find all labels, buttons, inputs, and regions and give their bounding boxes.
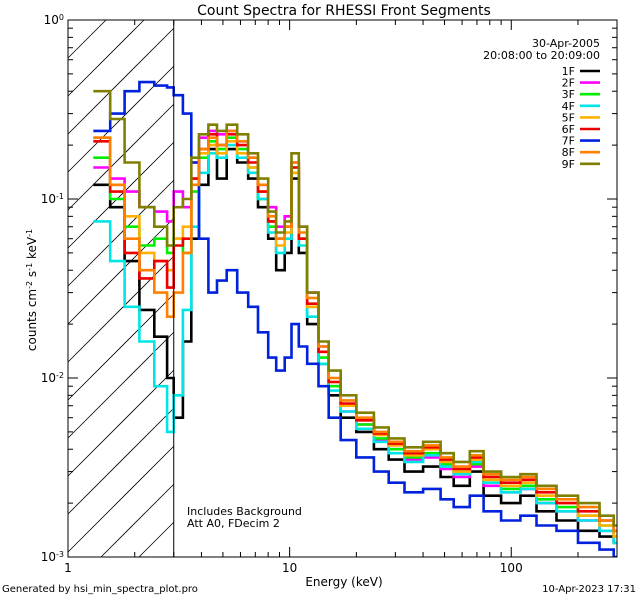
- background-hatch-region: [67, 19, 175, 558]
- observation-date: 30-Apr-2005: [532, 37, 600, 50]
- axis-ticks: 1 10 100 10-3 10-2 10-1 100: [41, 13, 618, 575]
- legend-label-2F: 2F: [562, 77, 575, 90]
- hatch-line: [67, 103, 175, 211]
- legend-label-7F: 7F: [562, 135, 575, 148]
- footer-timestamp: 10-Apr-2023 17:31: [542, 584, 636, 595]
- plot-frame: [67, 19, 618, 558]
- legend-label-8F: 8F: [562, 146, 575, 159]
- legend-label-5F: 5F: [562, 111, 575, 124]
- y-tick-label: 10-3: [41, 550, 64, 565]
- footer-generated-by: Generated by hsi_min_spectra_plot.pro: [2, 584, 198, 595]
- series-line-9F: [93, 89, 617, 527]
- attenuator-note: Att A0, FDecim 2: [187, 517, 280, 530]
- x-tick-label: 1: [64, 561, 72, 575]
- hatch-line: [100, 483, 175, 558]
- hatch-line: [67, 141, 175, 249]
- x-tick-label: 10: [282, 561, 297, 575]
- series-line-8F: [93, 129, 617, 533]
- legend-label-1F: 1F: [562, 65, 575, 78]
- hatch-line: [67, 407, 175, 515]
- hatch-line: [67, 27, 175, 135]
- series-line-1F: [93, 147, 617, 545]
- hatch-line: [67, 369, 175, 477]
- hatch-line: [67, 445, 175, 553]
- series-lines: [93, 80, 617, 557]
- hatch-line: [67, 179, 175, 287]
- chart-title: Count Spectra for RHESSI Front Segments: [197, 3, 491, 19]
- hatch-line: [67, 255, 175, 363]
- hatch-line: [67, 293, 175, 401]
- x-axis-label: Energy (keV): [305, 575, 382, 589]
- hatch-line: [67, 331, 175, 439]
- series-line-6F: [93, 133, 617, 533]
- legend-label-4F: 4F: [562, 100, 575, 113]
- y-axis-label: counts cm-2 s-1 keV-1: [25, 229, 40, 351]
- hatch-line: [67, 19, 107, 59]
- series-line-3F: [93, 136, 617, 538]
- y-tick-label: 100: [44, 13, 64, 28]
- x-tick-label: 100: [500, 561, 523, 575]
- legend-label-3F: 3F: [562, 88, 575, 101]
- legend-label-6F: 6F: [562, 123, 575, 136]
- hatch-line: [67, 19, 145, 97]
- series-line-5F: [93, 136, 617, 538]
- observation-time-range: 20:08:00 to 20:09:00: [483, 49, 600, 62]
- series-line-7F: [93, 80, 617, 557]
- series-line-4F: [93, 143, 617, 545]
- hatch-line: [138, 521, 175, 558]
- y-tick-label: 10-2: [41, 371, 64, 386]
- background-note: Includes Background: [187, 505, 302, 518]
- hatch-line: [67, 217, 175, 325]
- y-tick-label: 10-1: [41, 192, 64, 207]
- legend-label-9F: 9F: [562, 158, 575, 171]
